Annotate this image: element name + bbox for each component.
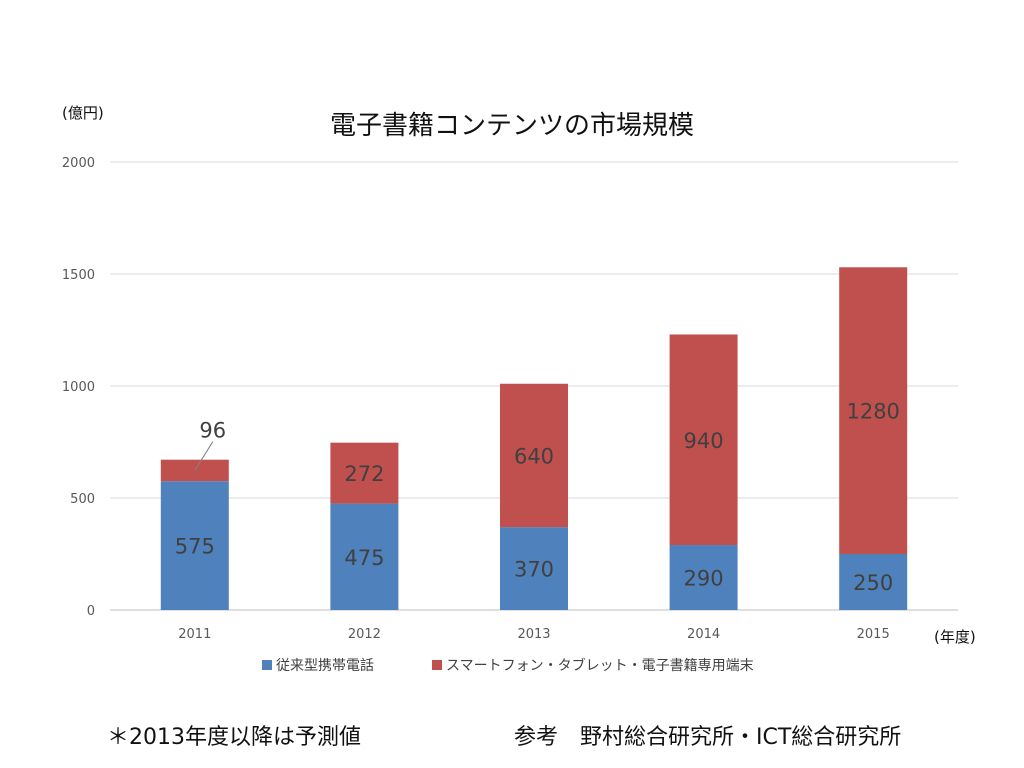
x-tick-label: 2012 (348, 627, 381, 642)
legend-swatch (262, 660, 272, 670)
legend-swatch (432, 660, 442, 670)
x-axis-ticks: 2011 2012 2013 2014 2015 (178, 627, 889, 642)
chart-title: 電子書籍コンテンツの市場規模 (330, 111, 694, 141)
data-labels: 575 96 475 272 370 640 290 940 250 1280 (175, 400, 900, 595)
y-tick-label: 2000 (62, 156, 95, 171)
y-axis-ticks: 0 500 1000 1500 2000 (62, 156, 95, 619)
source-footnote: 参考 野村総合研究所・ICT総合研究所 (514, 725, 901, 750)
x-tick-label: 2015 (857, 627, 890, 642)
data-label: 1280 (846, 400, 899, 424)
x-axis-unit-label: (年度) (934, 628, 976, 646)
data-label: 575 (175, 535, 215, 559)
legend: 従来型携帯電話 スマートフォン・タブレット・電子書籍専用端末 (262, 657, 754, 674)
bar-segment (839, 267, 908, 554)
bar-segment (839, 554, 908, 610)
y-axis-unit-label: (億円) (62, 104, 104, 122)
legend-label: 従来型携帯電話 (276, 657, 374, 674)
bar-segment (330, 503, 399, 610)
y-tick-label: 500 (70, 492, 95, 507)
y-tick-label: 1500 (62, 268, 95, 283)
x-tick-label: 2014 (687, 627, 720, 642)
data-label-leader-line (194, 441, 214, 471)
bars (160, 267, 908, 610)
data-label: 940 (684, 429, 724, 453)
data-label: 640 (514, 444, 554, 468)
bar-segment (330, 442, 399, 504)
x-tick-label: 2013 (517, 627, 550, 642)
data-label: 290 (684, 567, 724, 591)
forecast-footnote: ＊2013年度以降は予測値 (107, 725, 361, 750)
y-tick-label: 0 (87, 604, 95, 619)
bar-segment (669, 334, 738, 546)
x-tick-label: 2011 (178, 627, 211, 642)
legend-label: スマートフォン・タブレット・電子書籍専用端末 (446, 657, 754, 674)
data-label: 370 (514, 558, 554, 582)
bar-segment (160, 481, 229, 610)
data-label: 272 (344, 462, 384, 486)
bar-segment (669, 545, 738, 610)
data-label: 475 (344, 546, 384, 570)
bar-segment (500, 383, 568, 528)
data-label: 250 (853, 571, 893, 595)
y-tick-label: 1000 (62, 380, 95, 395)
data-label: 96 (199, 419, 226, 443)
bar-segment (500, 527, 568, 610)
